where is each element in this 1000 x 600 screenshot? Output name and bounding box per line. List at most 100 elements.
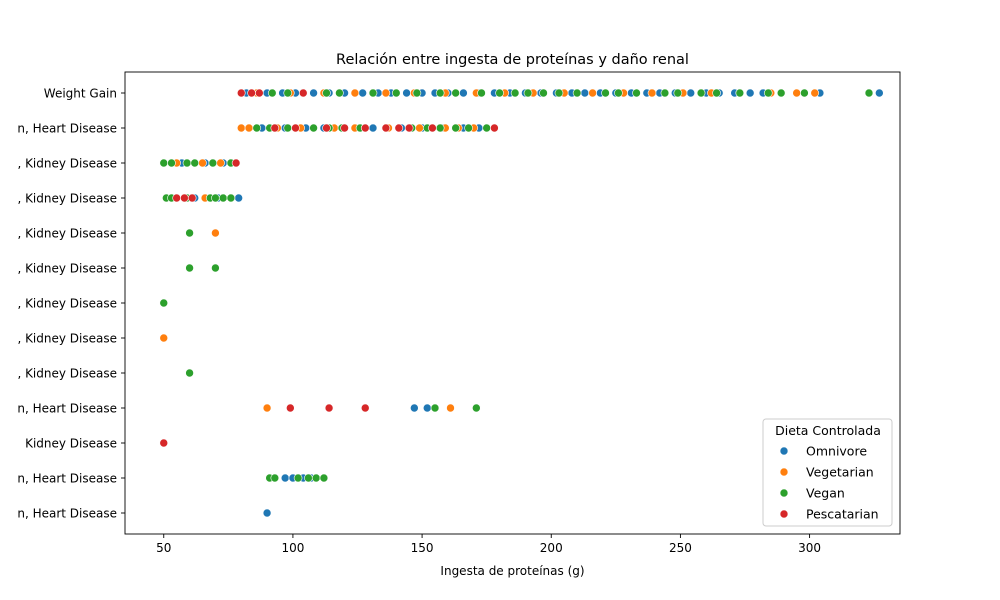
data-point: [539, 88, 548, 98]
data-point: [381, 123, 391, 133]
data-point: [464, 123, 473, 133]
x-tick-label: 100: [281, 541, 304, 555]
data-point: [211, 228, 220, 238]
data-point: [360, 403, 370, 413]
data-point: [159, 298, 169, 308]
data-point: [472, 403, 481, 413]
data-point: [270, 123, 280, 133]
y-tick-label: , Kidney Disease: [17, 227, 117, 241]
data-point: [216, 158, 225, 168]
data-point: [875, 88, 884, 98]
data-point: [523, 88, 533, 98]
y-tick-label: n, Heart Disease: [17, 472, 117, 486]
data-point: [252, 123, 262, 133]
y-tick-label: n, Heart Disease: [17, 122, 117, 136]
y-axis: Weight Gain n, Heart Disease , Kidney Dise…: [17, 87, 125, 521]
y-tick-label: , Kidney Disease: [17, 332, 117, 346]
y-tick-label: n, Heart Disease: [17, 402, 117, 416]
data-point: [298, 88, 308, 98]
legend-entry: Omnivore: [806, 444, 867, 459]
data-point: [340, 123, 349, 133]
data-point: [495, 88, 504, 98]
data-point: [451, 88, 460, 98]
data-point: [218, 193, 228, 203]
data-point: [422, 403, 432, 413]
data-point: [482, 123, 491, 133]
data-point: [632, 88, 641, 98]
data-point: [187, 193, 197, 203]
data-point: [286, 403, 295, 413]
data-point: [360, 123, 370, 133]
data-point: [404, 123, 414, 133]
data-point: [490, 123, 499, 133]
data-point: [459, 88, 468, 98]
data-point: [580, 88, 590, 98]
data-point: [159, 438, 169, 448]
data-point: [159, 158, 169, 168]
data-point: [159, 333, 169, 343]
data-point: [412, 88, 422, 98]
data-point: [211, 193, 220, 203]
data-point: [198, 158, 207, 168]
x-tick-label: 200: [540, 541, 563, 555]
x-axis: 50 100 150 200 250 300: [156, 534, 821, 555]
data-point: [208, 158, 218, 168]
data-point: [255, 88, 264, 98]
data-point: [291, 123, 300, 133]
legend-entry: Pescatarian: [806, 507, 879, 522]
data-point: [572, 88, 582, 98]
data-point: [244, 123, 254, 133]
y-tick-label: n, Heart Disease: [17, 507, 117, 521]
data-point: [394, 123, 404, 133]
data-point: [311, 473, 321, 483]
data-point: [614, 88, 623, 98]
data-point: [435, 123, 445, 133]
x-tick-label: 300: [798, 541, 821, 555]
data-point: [309, 88, 318, 98]
data-point: [190, 158, 200, 168]
data-point: [510, 88, 520, 98]
legend-box: [762, 418, 893, 527]
data-point: [428, 123, 437, 133]
data-point: [696, 88, 706, 98]
data-point: [588, 88, 597, 98]
chart-title: Relación entre ingesta de proteínas y da…: [336, 52, 689, 68]
legend-entry: Vegan: [806, 486, 845, 501]
data-point: [180, 193, 189, 203]
legend-marker: [779, 509, 789, 519]
x-tick-label: 250: [669, 541, 692, 555]
data-point: [368, 123, 378, 133]
y-tick-label: , Kidney Disease: [17, 192, 117, 206]
data-point: [185, 263, 194, 273]
x-tick-label: 150: [411, 541, 434, 555]
data-point: [350, 88, 360, 98]
data-point: [430, 403, 440, 413]
data-point: [446, 403, 455, 413]
data-point: [293, 473, 303, 483]
data-point: [410, 403, 419, 413]
data-point: [673, 88, 683, 98]
data-point: [686, 88, 696, 98]
data-point: [182, 158, 192, 168]
data-point: [810, 88, 820, 98]
data-point: [280, 473, 290, 483]
x-tick-label: 50: [156, 541, 171, 555]
data-point: [415, 123, 424, 133]
data-point: [792, 88, 801, 98]
data-point: [283, 88, 293, 98]
y-tick-label: , Kidney Disease: [17, 297, 117, 311]
y-tick-label: , Kidney Disease: [17, 262, 117, 276]
data-point: [368, 88, 378, 98]
y-tick-label: Kidney Disease: [25, 437, 117, 451]
series-vegetarian: [159, 88, 820, 413]
legend-marker: [779, 446, 789, 456]
data-point: [647, 88, 657, 98]
data-point: [358, 88, 367, 98]
data-points: [159, 88, 884, 518]
data-point: [236, 88, 246, 98]
data-point: [226, 193, 236, 203]
data-point: [381, 88, 391, 98]
data-point: [776, 88, 786, 98]
data-point: [309, 123, 318, 133]
data-point: [247, 88, 256, 98]
